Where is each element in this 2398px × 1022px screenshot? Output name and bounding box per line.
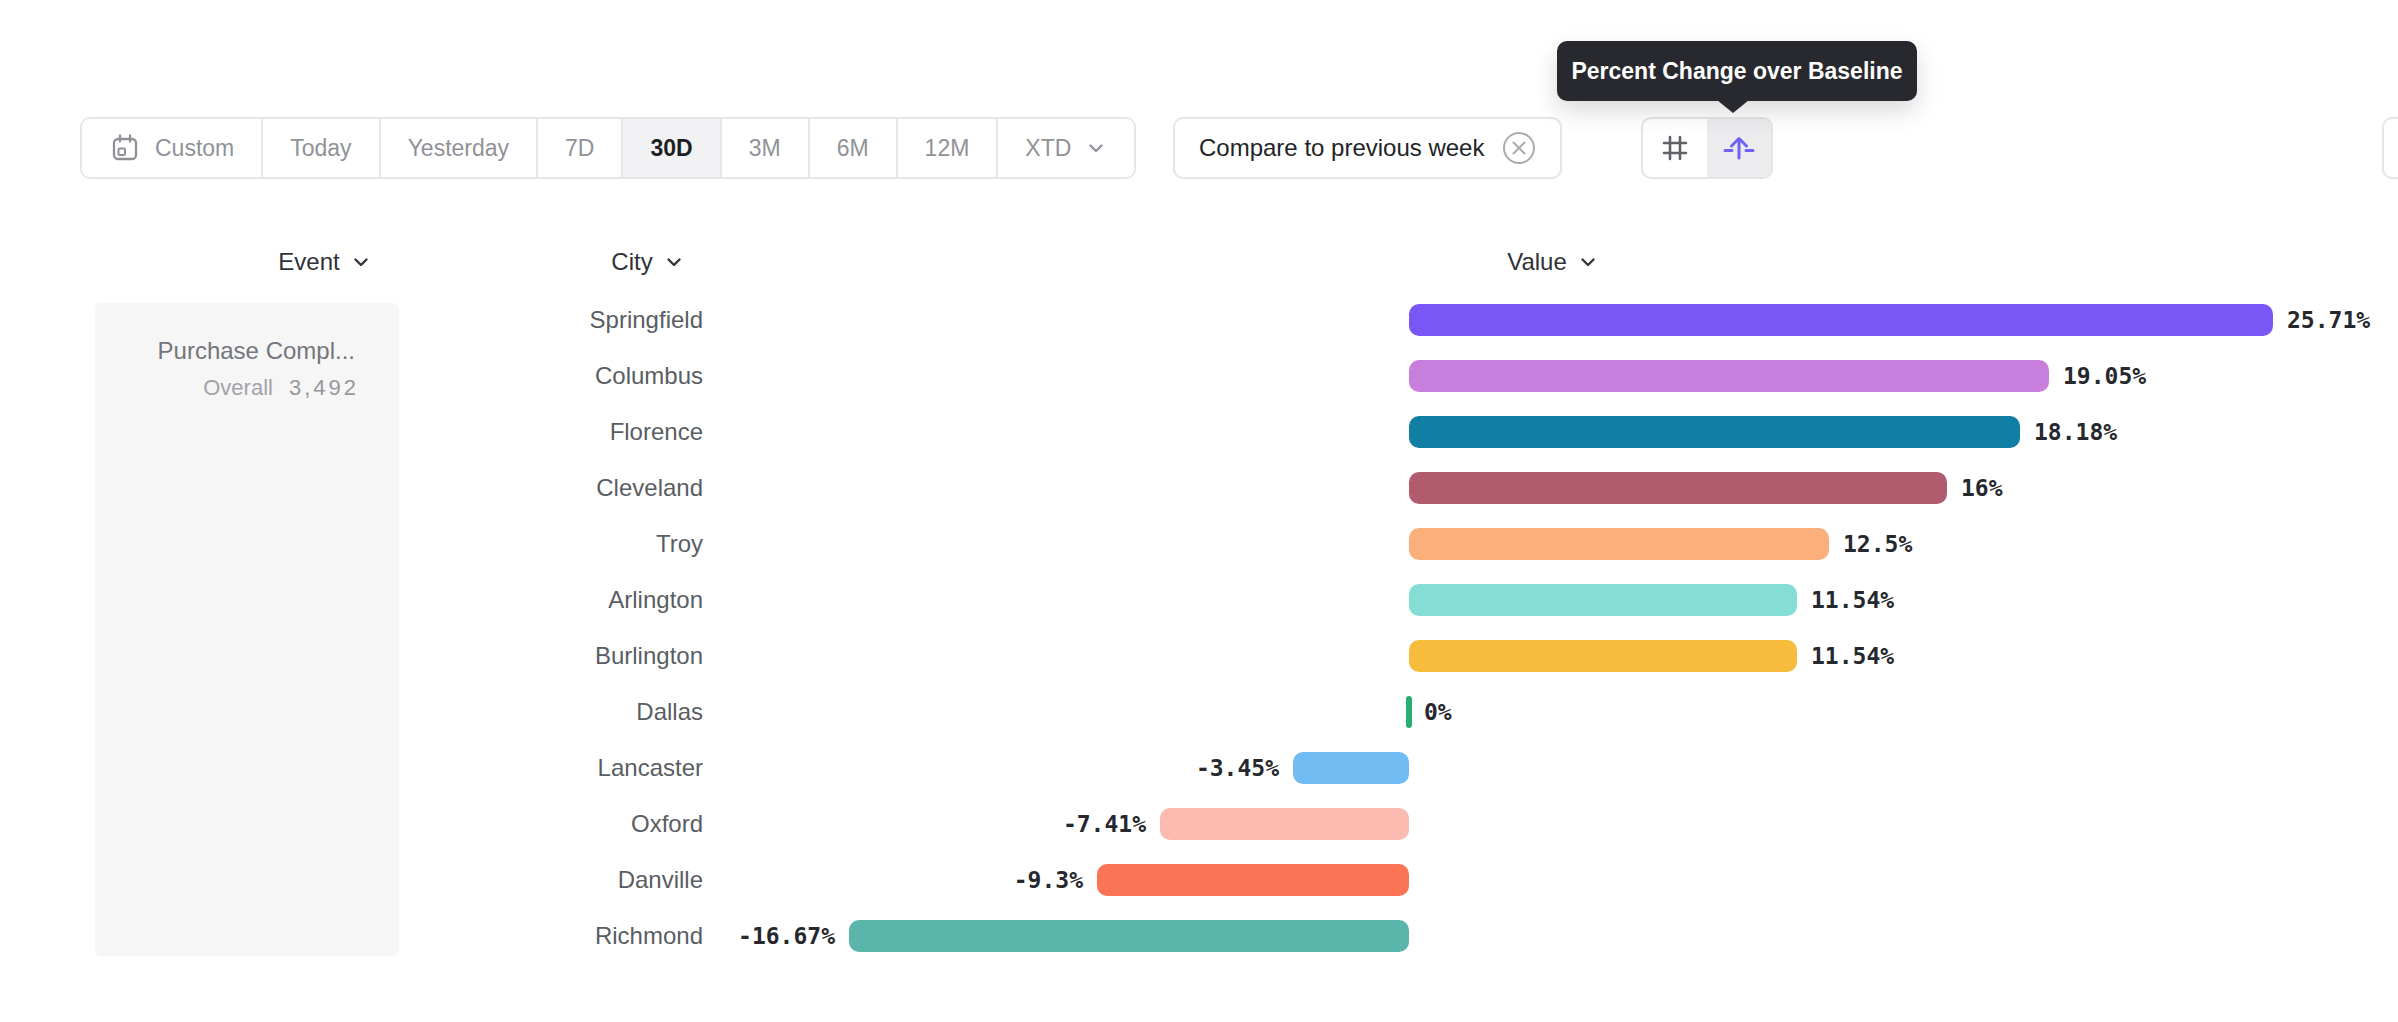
value-label: -7.41% — [1063, 796, 1146, 852]
chart-row-dallas: Dallas 0% — [0, 684, 2398, 740]
value-label: 0% — [1424, 684, 1452, 740]
column-header-city[interactable]: City — [568, 245, 728, 279]
column-header-value[interactable]: Value — [1468, 245, 1638, 279]
view-toggle-percent-lift-icon[interactable] — [1707, 119, 1771, 177]
value-bar[interactable] — [1160, 808, 1409, 840]
calendar-icon — [109, 132, 141, 164]
chart-row-cleveland: Cleveland 16% — [0, 460, 2398, 516]
date-range-3m[interactable]: 3M — [722, 119, 810, 177]
compare-pill[interactable]: Compare to previous week — [1173, 117, 1562, 179]
toolbar: Custom Today Yesterday 7D 30D 3M 6M 12M XTD Comp… — [0, 117, 2398, 179]
column-header-event-label: Event — [278, 248, 339, 276]
value-bar[interactable] — [1409, 416, 2020, 448]
value-label: 19.05% — [2063, 348, 2146, 404]
grid-icon — [1658, 131, 1692, 165]
date-range-6m[interactable]: 6M — [810, 119, 898, 177]
value-bar[interactable] — [849, 920, 1409, 952]
column-header-value-label: Value — [1507, 248, 1567, 276]
tooltip-caret — [1717, 100, 1749, 113]
column-header-city-label: City — [611, 248, 652, 276]
value-bar[interactable] — [1097, 864, 1409, 896]
chevron-down-icon — [1085, 137, 1107, 159]
value-label: 18.18% — [2034, 404, 2117, 460]
value-label: -16.67% — [738, 908, 835, 964]
compare-label: Compare to previous week — [1199, 134, 1484, 162]
zero-tick[interactable] — [1406, 696, 1412, 728]
city-label: Troy — [0, 516, 703, 572]
value-bar[interactable] — [1409, 584, 1797, 616]
chevron-down-icon — [350, 251, 372, 273]
value-label: 11.54% — [1811, 572, 1894, 628]
date-range-control: Custom Today Yesterday 7D 30D 3M 6M 12M XTD — [80, 117, 1136, 179]
date-range-label: 7D — [565, 135, 594, 162]
view-toggle-grid-icon[interactable] — [1643, 119, 1707, 177]
date-range-30d[interactable]: 30D — [623, 119, 721, 177]
chart-row-columbus: Columbus 19.05% — [0, 348, 2398, 404]
date-range-label: Today — [290, 135, 351, 162]
value-label: 12.5% — [1843, 516, 1912, 572]
chart-row-danville: Danville -9.3% — [0, 852, 2398, 908]
date-range-label: 3M — [749, 135, 781, 162]
percent-lift-icon — [1721, 130, 1757, 166]
remove-circle-icon[interactable] — [1502, 131, 1536, 165]
date-range-label: 6M — [837, 135, 869, 162]
value-label: -9.3% — [1014, 852, 1083, 908]
chart-row-arlington: Arlington 11.54% — [0, 572, 2398, 628]
date-range-label: Custom — [155, 135, 234, 162]
chart-row-lancaster: Lancaster -3.45% — [0, 740, 2398, 796]
city-label: Springfield — [0, 292, 703, 348]
chart-row-richmond: Richmond -16.67% — [0, 908, 2398, 964]
column-header-event[interactable]: Event — [240, 245, 410, 279]
city-label: Arlington — [0, 572, 703, 628]
tooltip-percent-change: Percent Change over Baseline — [1557, 41, 1917, 101]
analytics-chart-screen: Percent Change over Baseline Custom Today… — [0, 0, 2398, 1022]
date-range-custom[interactable]: Custom — [82, 119, 263, 177]
date-range-12m[interactable]: 12M — [898, 119, 999, 177]
value-label: -3.45% — [1196, 740, 1279, 796]
value-label: 16% — [1961, 460, 2003, 516]
chevron-down-icon — [663, 251, 685, 273]
chart-row-burlington: Burlington 11.54% — [0, 628, 2398, 684]
date-range-xtd[interactable]: XTD — [998, 119, 1134, 177]
value-bar[interactable] — [1409, 640, 1797, 672]
chart-row-springfield: Springfield 25.71% — [0, 292, 2398, 348]
city-label: Oxford — [0, 796, 703, 852]
partial-button[interactable] — [2382, 117, 2398, 179]
chart-row-florence: Florence 18.18% — [0, 404, 2398, 460]
value-bar[interactable] — [1293, 752, 1409, 784]
date-range-label: 12M — [925, 135, 970, 162]
date-range-label: 30D — [650, 135, 692, 162]
city-label: Lancaster — [0, 740, 703, 796]
city-label: Burlington — [0, 628, 703, 684]
date-range-7d[interactable]: 7D — [538, 119, 623, 177]
value-bar[interactable] — [1409, 528, 1829, 560]
tooltip-text: Percent Change over Baseline — [1571, 58, 1902, 85]
view-mode-toggle — [1641, 117, 1773, 179]
city-label: Cleveland — [0, 460, 703, 516]
date-range-label: Yesterday — [408, 135, 509, 162]
value-bar[interactable] — [1409, 304, 2273, 336]
city-label: Florence — [0, 404, 703, 460]
chart-row-troy: Troy 12.5% — [0, 516, 2398, 572]
value-label: 11.54% — [1811, 628, 1894, 684]
city-label: Dallas — [0, 684, 703, 740]
city-label: Richmond — [0, 908, 703, 964]
date-range-today[interactable]: Today — [263, 119, 380, 177]
chevron-down-icon — [1577, 251, 1599, 273]
date-range-label: XTD — [1025, 135, 1071, 162]
city-label: Danville — [0, 852, 703, 908]
city-label: Columbus — [0, 348, 703, 404]
chart-row-oxford: Oxford -7.41% — [0, 796, 2398, 852]
value-bar[interactable] — [1409, 360, 2049, 392]
value-bar[interactable] — [1409, 472, 1947, 504]
date-range-yesterday[interactable]: Yesterday — [381, 119, 538, 177]
value-label: 25.71% — [2287, 292, 2370, 348]
